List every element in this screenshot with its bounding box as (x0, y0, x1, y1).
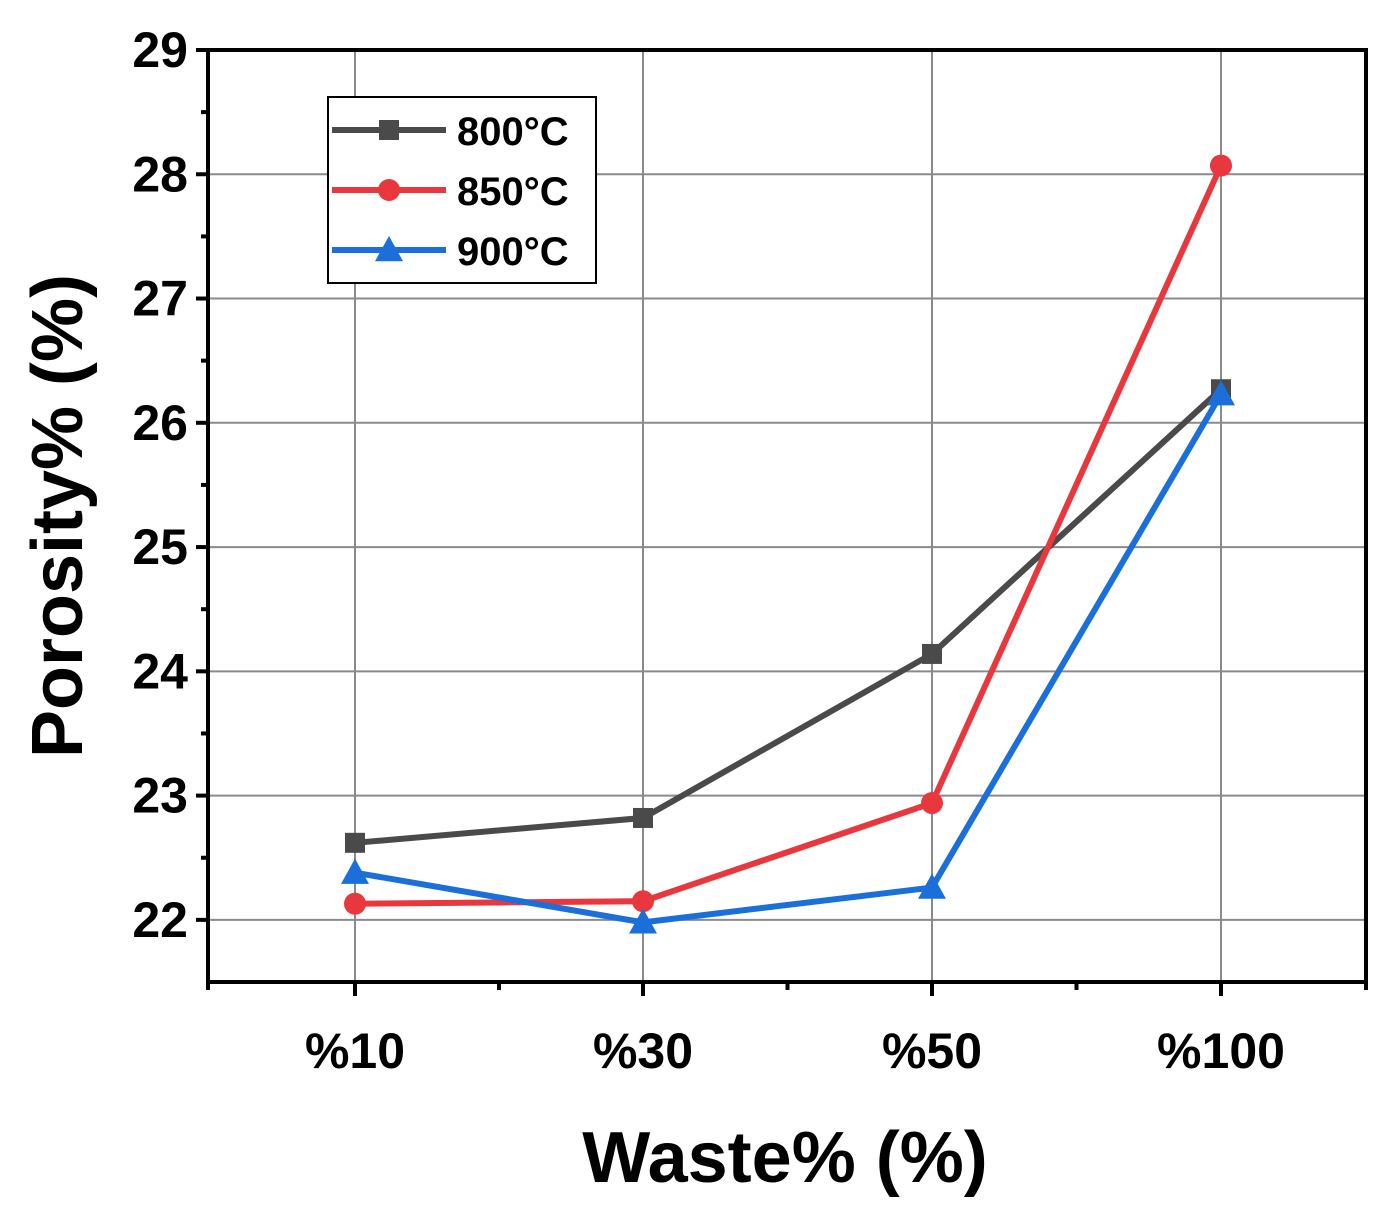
series-3 (341, 380, 1235, 934)
legend-marker (379, 120, 399, 140)
data-point (629, 908, 657, 934)
x-tick-label: %30 (593, 1023, 693, 1079)
data-point (922, 643, 942, 664)
legend-marker (378, 179, 400, 201)
y-tick-label: 25 (132, 519, 188, 575)
series-2 (344, 154, 1232, 915)
data-point (1210, 154, 1232, 177)
x-tick-label: %100 (1157, 1023, 1285, 1079)
data-point (1207, 380, 1235, 406)
series-line (354, 164, 1224, 907)
y-tick-label: 28 (132, 146, 188, 202)
y-tick-label: 23 (132, 768, 188, 824)
data-point (921, 792, 943, 815)
data-point (344, 892, 366, 915)
legend-entry: 900°C (332, 230, 569, 274)
x-tick-label: %10 (305, 1023, 405, 1079)
series-layer (341, 154, 1235, 934)
x-axis-title: Waste% (%) (582, 1118, 987, 1198)
legend-marker (375, 236, 403, 262)
y-tick-label: 24 (132, 643, 188, 699)
legend-label: 850°C (457, 170, 569, 214)
series-line (354, 387, 1224, 846)
data-point (633, 807, 653, 828)
y-axis-title: Porosity% (%) (18, 274, 98, 758)
legend-label: 900°C (457, 230, 569, 274)
series-line (354, 392, 1224, 926)
legend-entry: 800°C (332, 110, 569, 154)
legend-label: 800°C (457, 110, 569, 154)
x-tick-label: %50 (882, 1023, 982, 1079)
data-point (345, 832, 365, 853)
axes: 22 23 24 25 26 27 28 29 %10 %30 %50 %100 (132, 22, 1368, 1079)
data-point (918, 873, 946, 899)
y-tick-label: 27 (132, 271, 188, 327)
data-point (632, 890, 654, 913)
y-tick-label: 26 (132, 395, 188, 451)
legend-entry: 850°C (332, 170, 569, 214)
legend: 800°C 850°C 900°C (327, 96, 597, 284)
y-tick-label: 22 (132, 892, 188, 948)
data-point (341, 858, 369, 884)
series-1 (345, 379, 1231, 853)
y-tick-label: 29 (132, 22, 188, 78)
